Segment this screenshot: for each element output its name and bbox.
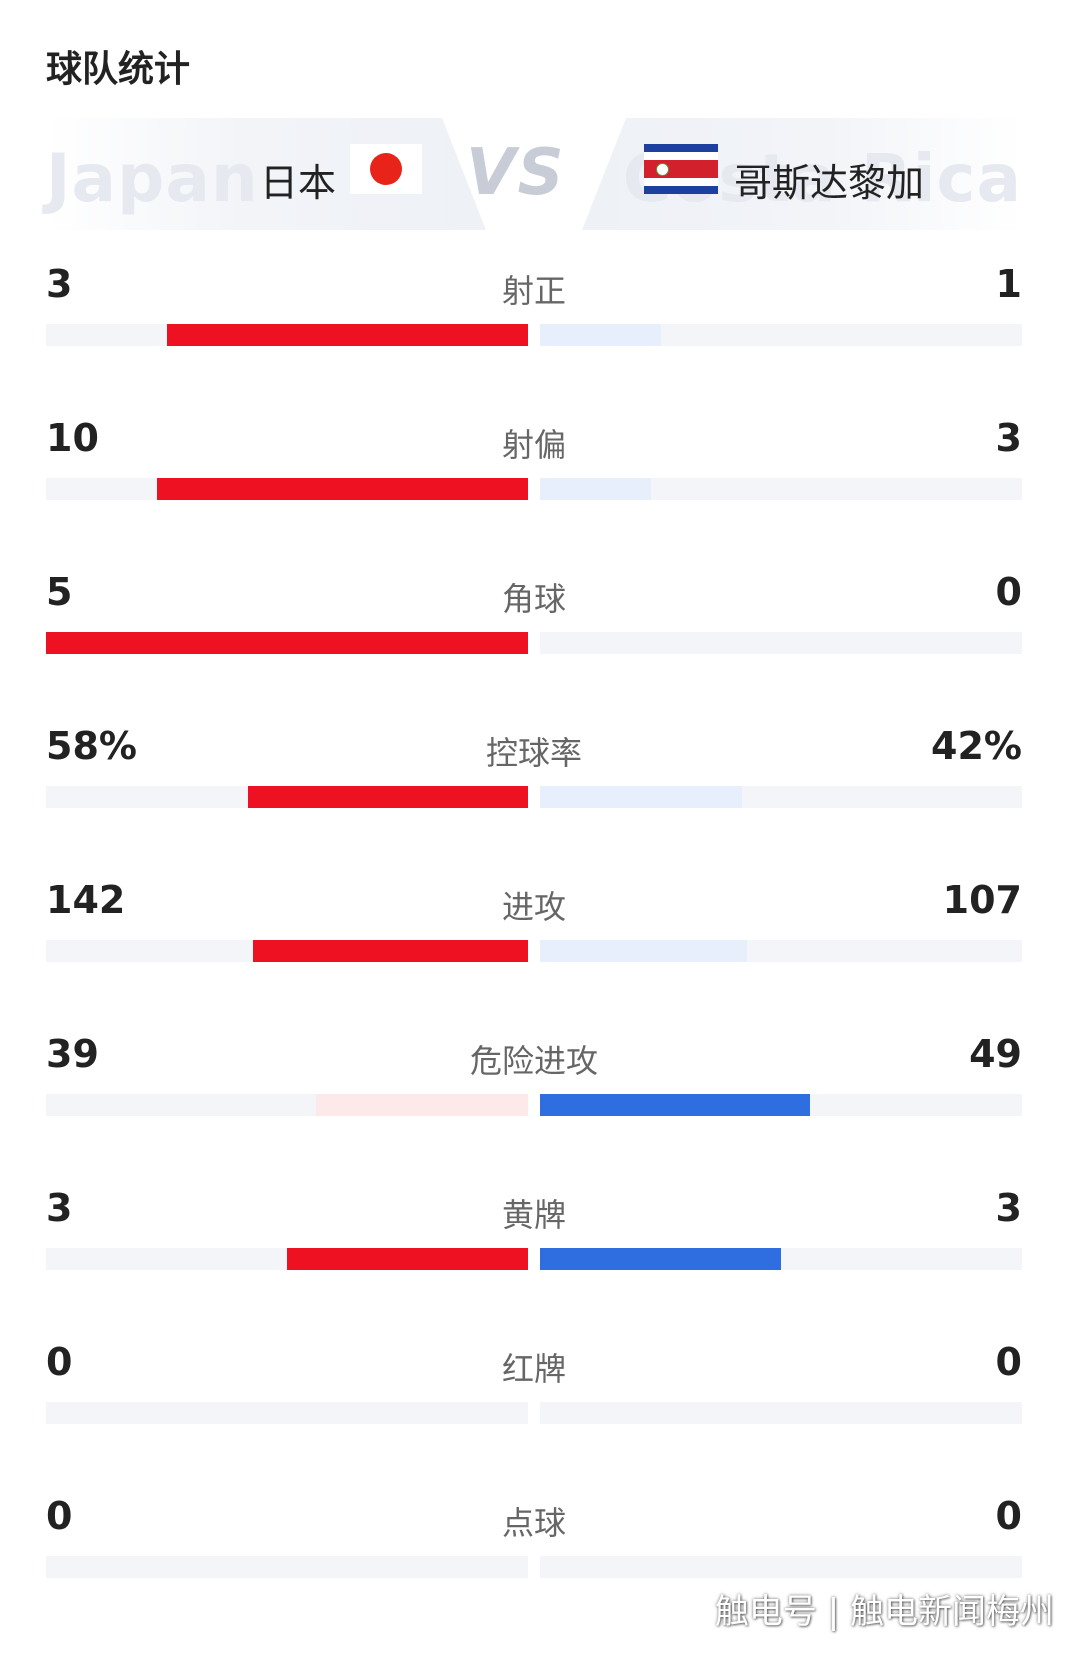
home-bar-track (46, 1402, 528, 1424)
japan-flag-icon (350, 144, 422, 194)
stat-label: 角球 (501, 580, 566, 618)
away-value: 49 (969, 1032, 1022, 1076)
stat-label: 射偏 (501, 426, 566, 464)
away-value: 1 (995, 262, 1022, 306)
home-bar-fill (46, 632, 528, 654)
home-bar-fill (287, 1248, 528, 1270)
away-value: 0 (995, 570, 1022, 614)
costa-rica-flag-icon (644, 144, 718, 194)
home-bar-track (46, 632, 528, 654)
stat-label: 控球率 (485, 734, 582, 772)
home-value: 3 (46, 262, 73, 306)
page-title: 球队统计 (46, 49, 191, 90)
away-value: 107 (942, 878, 1022, 922)
home-bar-track (46, 940, 528, 962)
home-value: 39 (46, 1032, 99, 1076)
home-value: 142 (46, 878, 126, 922)
home-value: 0 (46, 1340, 73, 1384)
away-value: 0 (995, 1494, 1022, 1538)
away-bar-fill (540, 478, 651, 500)
home-bar-fill (166, 324, 528, 346)
watermark: 触电号 | 触电新闻梅州 (714, 1592, 1054, 1632)
stat-row: 0 红牌 0 (46, 1340, 1022, 1430)
stat-row: 5 角球 0 (46, 570, 1022, 660)
home-value: 10 (46, 416, 99, 460)
teams-header: Japan Costa Rica 日本 VS 哥斯达黎加 (46, 118, 1022, 230)
stat-row: 58% 控球率 42% (46, 724, 1022, 814)
home-bar-fill (253, 940, 528, 962)
away-bar-track (540, 324, 1022, 346)
stat-label: 危险进攻 (469, 1042, 598, 1080)
home-team-name: 日本 (260, 161, 337, 205)
home-bar-track (46, 478, 528, 500)
away-value: 0 (995, 1340, 1022, 1384)
home-team-ghost-text: Japan (46, 140, 259, 217)
away-bar-track (540, 1402, 1022, 1424)
away-bar-fill (540, 1248, 781, 1270)
away-bar-fill (540, 940, 748, 962)
stat-row: 3 射正 1 (46, 262, 1022, 352)
home-value: 5 (46, 570, 73, 614)
home-bar-fill (248, 786, 528, 808)
stat-row: 0 点球 0 (46, 1494, 1022, 1584)
home-bar-track (46, 324, 528, 346)
stat-label: 红牌 (501, 1350, 566, 1388)
vs-label: VS (466, 136, 566, 210)
home-bar-fill (315, 1094, 528, 1116)
away-bar-track (540, 1248, 1022, 1270)
stat-label: 进攻 (501, 888, 566, 926)
stat-row: 10 射偏 3 (46, 416, 1022, 506)
away-bar-track (540, 940, 1022, 962)
away-value: 3 (995, 1186, 1022, 1230)
stat-label: 点球 (501, 1504, 566, 1542)
away-bar-fill (540, 324, 661, 346)
home-bar-track (46, 1556, 528, 1578)
away-team-name: 哥斯达黎加 (734, 161, 925, 205)
home-value: 0 (46, 1494, 73, 1538)
home-bar-track (46, 786, 528, 808)
stat-row: 39 危险进攻 49 (46, 1032, 1022, 1122)
away-bar-track (540, 632, 1022, 654)
away-bar-track (540, 1556, 1022, 1578)
stat-label: 射正 (501, 272, 566, 310)
away-bar-fill (540, 786, 743, 808)
stat-label: 黄牌 (501, 1196, 566, 1234)
home-value: 3 (46, 1186, 73, 1230)
away-bar-fill (540, 1094, 810, 1116)
stat-row: 3 黄牌 3 (46, 1186, 1022, 1276)
stat-row: 142 进攻 107 (46, 878, 1022, 968)
home-bar-track (46, 1094, 528, 1116)
away-bar-track (540, 1094, 1022, 1116)
home-bar-track (46, 1248, 528, 1270)
away-value: 42% (931, 724, 1022, 768)
away-value: 3 (995, 416, 1022, 460)
away-bar-track (540, 786, 1022, 808)
home-bar-fill (156, 478, 528, 500)
home-value: 58% (46, 724, 137, 768)
away-bar-track (540, 478, 1022, 500)
